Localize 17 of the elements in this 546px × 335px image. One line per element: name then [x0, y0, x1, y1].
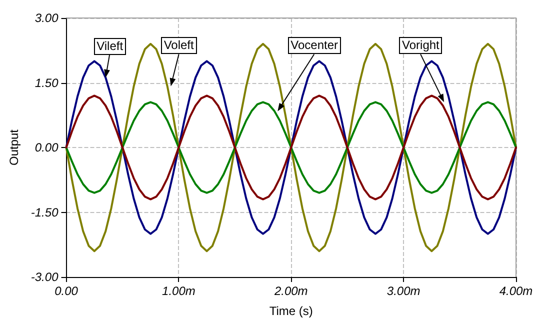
y-tick-label: 1.50	[34, 76, 59, 90]
x-axis-title: Time (s)	[269, 304, 313, 318]
annotation: Vocenter	[288, 37, 341, 54]
line-series	[65, 60, 517, 235]
y-tick-label: -3.00	[30, 270, 59, 284]
x-tick-label: 2.00m	[273, 284, 308, 298]
y-axis-title: Output	[7, 128, 21, 166]
annotation: Voleft	[160, 37, 197, 54]
annotation: Voright	[399, 37, 442, 54]
x-tick-label: 3.00m	[386, 284, 420, 298]
x-tick-label: 4.00m	[499, 284, 533, 298]
x-tick-label: 1.00m	[162, 284, 196, 298]
y-tick-label: 3.00	[34, 11, 59, 25]
y-tick-label: 0.00	[34, 140, 59, 154]
y-tick-label: -1.50	[30, 205, 59, 220]
annotation: Vileft	[94, 38, 126, 55]
x-tick-label: 0.00	[54, 284, 78, 298]
